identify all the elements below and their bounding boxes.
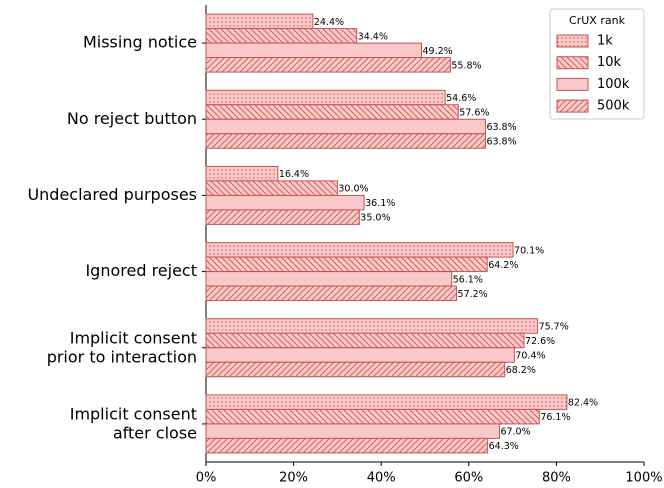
value-label: 64.2% <box>488 260 518 271</box>
value-label: 54.6% <box>446 93 476 104</box>
value-label: 56.1% <box>453 274 483 285</box>
bar <box>205 194 365 211</box>
value-label: 34.4% <box>358 31 388 42</box>
x-tick-label: 60% <box>454 471 483 486</box>
legend-swatch-hatch <box>557 35 588 47</box>
y-tick-label: Implicit consent after close <box>70 404 197 442</box>
legend-label: 1k <box>597 34 613 49</box>
bar-hatch <box>206 57 451 73</box>
bar-hatch <box>206 166 278 181</box>
value-label: 72.6% <box>525 336 555 347</box>
value-label: 30.0% <box>338 184 368 195</box>
y-tick-label: Missing notice <box>83 33 197 52</box>
value-label: 70.4% <box>515 351 545 362</box>
x-tick-label: 80% <box>542 471 571 486</box>
bar-hatch <box>206 333 524 348</box>
bar-hatch <box>206 242 514 258</box>
bar-hatch <box>206 104 459 120</box>
y-tick-label: Ignored reject <box>85 261 197 280</box>
y-tick-label: Implicit consent prior to interaction <box>47 328 197 366</box>
bar-hatch <box>206 394 567 410</box>
x-tick-label: 0% <box>196 471 217 486</box>
bar <box>205 423 500 439</box>
value-label: 57.6% <box>459 108 489 119</box>
legend-label: 100k <box>597 77 630 92</box>
legend-swatch-hatch <box>557 100 588 113</box>
bar-hatch <box>206 286 457 301</box>
x-tick-label: 20% <box>279 471 308 486</box>
value-label: 63.8% <box>486 137 516 148</box>
value-label: 82.4% <box>568 398 598 409</box>
x-tick-label: 100% <box>625 471 662 486</box>
bar <box>205 347 515 363</box>
value-label: 24.4% <box>314 17 344 28</box>
bar-hatch <box>206 318 538 334</box>
legend-title: CrUX rank <box>569 14 626 27</box>
value-label: 75.7% <box>539 322 569 333</box>
bar-hatch <box>206 180 338 196</box>
value-label: 57.2% <box>458 289 488 300</box>
legend-label: 10k <box>597 55 622 70</box>
bar <box>205 118 486 135</box>
value-label: 67.0% <box>500 427 530 438</box>
bar <box>205 271 453 287</box>
value-label: 16.4% <box>279 169 309 180</box>
y-tick-label: No reject button <box>67 109 197 128</box>
value-label: 36.1% <box>365 198 395 209</box>
bar-hatch <box>206 90 446 105</box>
bar-hatch <box>206 257 488 272</box>
value-label: 68.2% <box>506 365 536 376</box>
bar-hatch <box>206 209 360 225</box>
bar-hatch <box>206 133 486 149</box>
bar-hatch <box>206 362 505 377</box>
legend-swatch-hatch <box>557 56 588 69</box>
y-tick-label: Undeclared purposes <box>27 185 197 204</box>
value-label: 35.0% <box>360 213 390 224</box>
legend-label: 500k <box>597 99 630 114</box>
value-label: 55.8% <box>451 60 481 71</box>
value-label: 49.2% <box>422 46 452 57</box>
bar-hatch <box>206 409 540 424</box>
value-label: 76.1% <box>540 412 570 423</box>
bar <box>205 42 422 59</box>
value-label: 63.8% <box>486 122 516 133</box>
legend-swatch <box>556 77 589 91</box>
bar-hatch <box>206 438 488 453</box>
bar-hatch <box>206 28 357 44</box>
bar-hatch <box>206 14 313 29</box>
value-label: 70.1% <box>514 245 544 256</box>
x-tick-label: 40% <box>367 471 396 486</box>
value-label: 64.3% <box>489 441 519 452</box>
